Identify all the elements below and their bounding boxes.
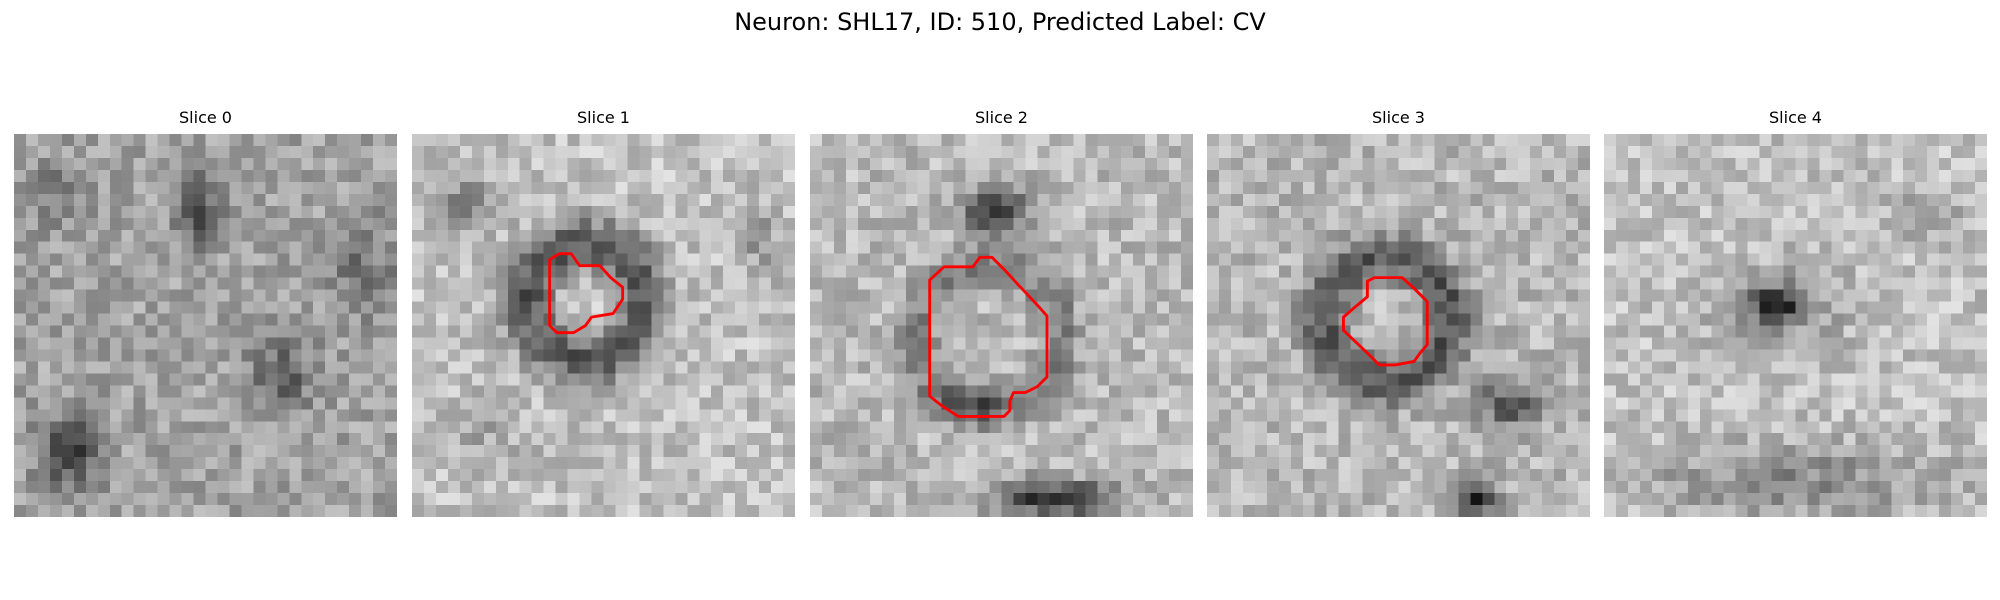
slice-image-4 <box>1604 134 1987 517</box>
figure-title: Neuron: SHL17, ID: 510, Predicted Label:… <box>734 8 1266 36</box>
segmentation-contour <box>548 252 625 335</box>
slice-title: Slice 0 <box>179 108 232 127</box>
slice-image-2 <box>810 134 1193 517</box>
slice-title: Slice 3 <box>1372 108 1425 127</box>
slice-image-0 <box>14 134 397 517</box>
slice-image-3 <box>1207 134 1590 517</box>
slice-title: Slice 2 <box>975 108 1028 127</box>
segmentation-contour <box>1342 276 1429 367</box>
segmentation-contour <box>928 255 1049 418</box>
slice-title: Slice 4 <box>1769 108 1822 127</box>
slice-image-1 <box>412 134 795 517</box>
slice-title: Slice 1 <box>577 108 630 127</box>
